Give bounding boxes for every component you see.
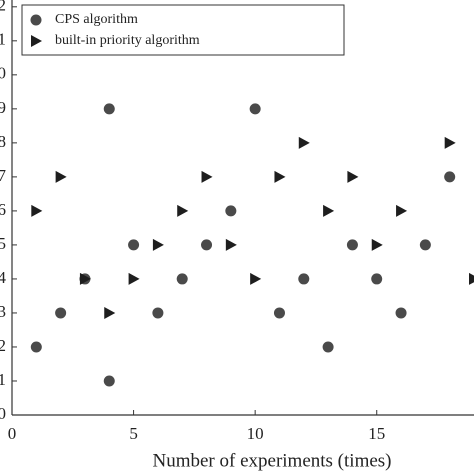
point bbox=[79, 272, 91, 285]
legend-label: CPS algorithm bbox=[55, 12, 138, 27]
y-tick-label: 12 bbox=[0, 0, 6, 15]
point bbox=[177, 204, 189, 217]
point bbox=[444, 136, 456, 149]
point bbox=[274, 170, 286, 183]
y-tick-label: 10 bbox=[0, 64, 6, 83]
legend-marker bbox=[30, 14, 42, 26]
point bbox=[176, 273, 188, 285]
y-tick-label: 5 bbox=[0, 234, 6, 253]
point bbox=[152, 238, 164, 251]
point bbox=[395, 307, 407, 319]
legend-marker bbox=[31, 35, 42, 47]
x-tick-label: 0 bbox=[8, 424, 17, 443]
point bbox=[201, 170, 213, 183]
point bbox=[104, 306, 116, 319]
point bbox=[298, 136, 310, 149]
point bbox=[225, 205, 237, 217]
point bbox=[371, 238, 383, 251]
point bbox=[469, 272, 474, 285]
legend-label: built-in priority algorithm bbox=[55, 33, 200, 48]
point bbox=[346, 239, 358, 251]
y-tick-label: 7 bbox=[0, 166, 7, 185]
y-tick-label: 2 bbox=[0, 336, 6, 355]
point bbox=[30, 341, 42, 353]
y-tick-label: 11 bbox=[0, 30, 6, 49]
point bbox=[298, 273, 310, 285]
y-tick-label: 3 bbox=[0, 302, 6, 321]
point bbox=[128, 239, 140, 251]
point bbox=[419, 239, 431, 251]
y-tick-label: 6 bbox=[0, 200, 6, 219]
y-tick-label: 9 bbox=[0, 98, 6, 117]
point bbox=[55, 307, 67, 319]
point bbox=[152, 307, 164, 319]
legend-box bbox=[21, 4, 345, 56]
x-tick-label: 5 bbox=[129, 424, 138, 443]
x-tick-label: 15 bbox=[368, 424, 385, 443]
point bbox=[250, 272, 262, 285]
y-tick-label: 8 bbox=[0, 132, 6, 151]
point bbox=[31, 204, 43, 217]
y-tick-label: 0 bbox=[0, 404, 6, 423]
point bbox=[371, 273, 383, 285]
point bbox=[322, 341, 334, 353]
y-tick-label: 4 bbox=[0, 268, 7, 287]
point bbox=[396, 204, 408, 217]
point bbox=[103, 375, 115, 387]
point bbox=[55, 170, 67, 183]
point bbox=[323, 204, 335, 217]
point bbox=[273, 307, 285, 319]
point bbox=[103, 103, 115, 115]
point bbox=[201, 239, 213, 251]
point bbox=[444, 171, 456, 183]
point bbox=[128, 272, 140, 285]
point bbox=[225, 238, 237, 251]
point bbox=[347, 170, 359, 183]
point bbox=[249, 103, 261, 115]
x-tick-label: 10 bbox=[247, 424, 264, 443]
y-tick-label: 1 bbox=[0, 370, 6, 389]
x-axis-label: Number of experiments (times) bbox=[152, 450, 391, 471]
